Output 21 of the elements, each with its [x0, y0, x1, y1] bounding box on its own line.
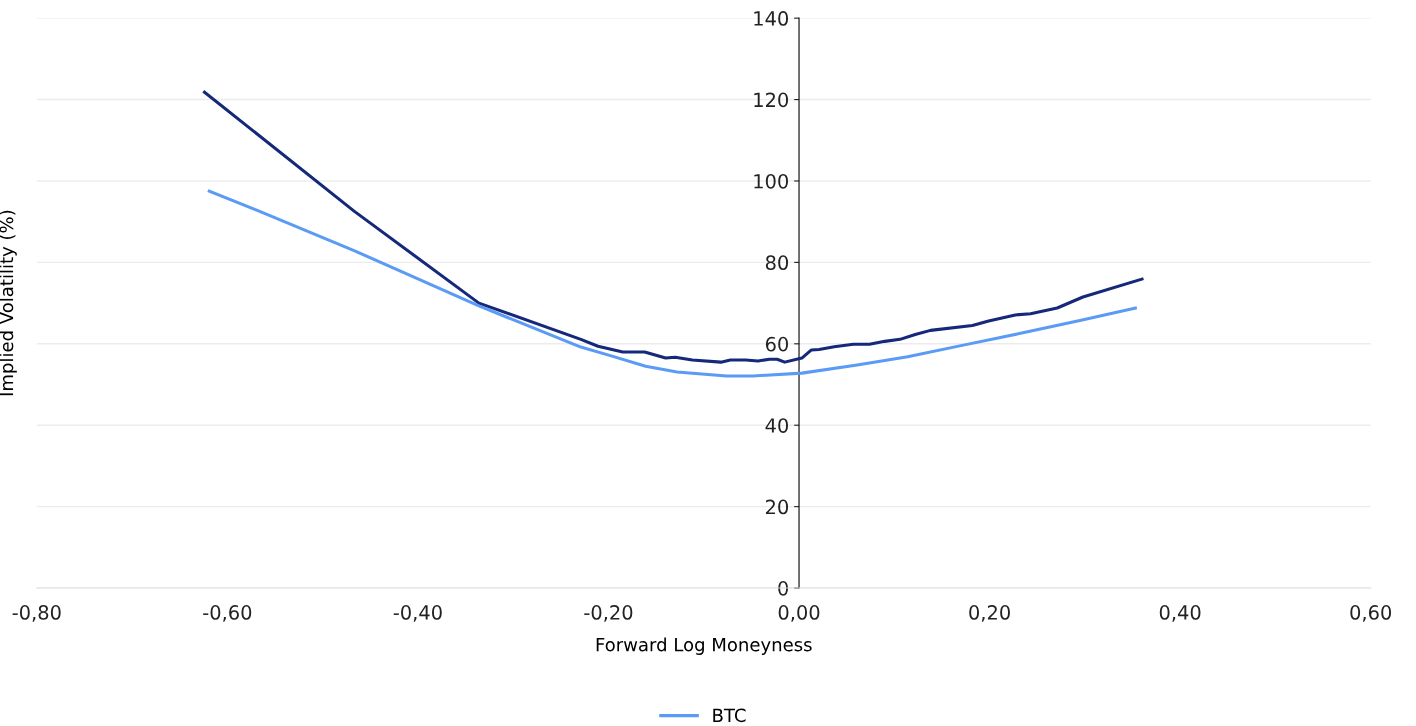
x-tick-label: -0,80	[12, 605, 61, 622]
x-tick-label: -0,40	[393, 605, 442, 622]
y-axis-title: Implied Volatility (%)	[0, 210, 17, 396]
x-tick-label: 0,40	[1159, 605, 1201, 622]
x-axis-title: Forward Log Moneyness	[596, 637, 812, 655]
y-tick-label: 120	[754, 92, 789, 108]
y-tick-label: 100	[754, 173, 789, 189]
legend-label: BTC	[713, 708, 746, 723]
y-tick-label: 80	[765, 255, 789, 271]
x-tick-label: -0,20	[584, 605, 633, 622]
y-tick-label: 40	[765, 418, 789, 433]
y-tick-label: 60	[765, 336, 789, 352]
x-tick-label: 0,60	[1350, 605, 1392, 622]
x-tick-label: 0,00	[778, 605, 820, 622]
line-series	[207, 189, 1137, 378]
x-tick-label: 0,20	[969, 605, 1010, 622]
y-tick-label: 0	[778, 581, 789, 596]
x-tick-label: -0,60	[203, 605, 252, 622]
y-tick-label: 140	[754, 11, 789, 26]
line-series	[202, 90, 1144, 364]
y-tick-label: 20	[765, 499, 789, 515]
